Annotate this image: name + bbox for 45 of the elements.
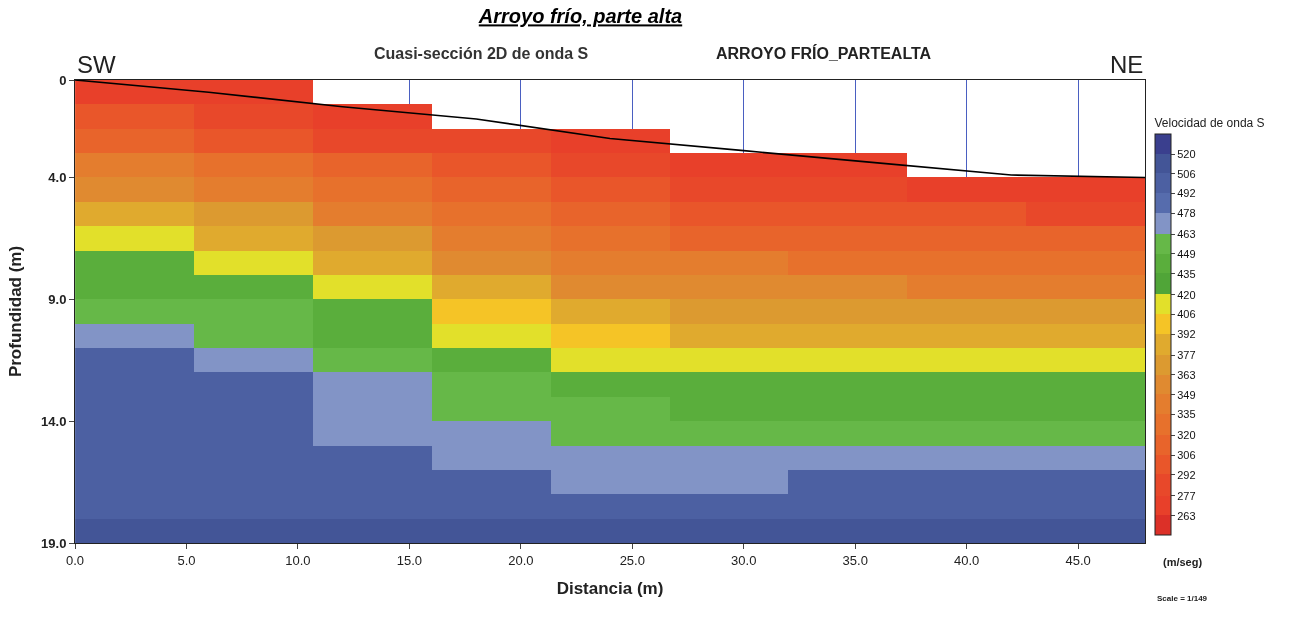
color-bar-label: 449 [1177, 247, 1196, 260]
x-tick-label: 10.0 [285, 552, 311, 568]
text: (m/seg) [1163, 556, 1203, 568]
color-bar-label: 406 [1177, 308, 1196, 321]
color-bar-label: 478 [1177, 207, 1196, 220]
color-bar-label: 277 [1177, 489, 1196, 502]
color-bar-title: Velocidad de onda S [1154, 115, 1265, 130]
color-bar-label: 349 [1177, 388, 1196, 401]
x-tick-label: 40.0 [954, 552, 980, 568]
color-bar-label: 306 [1177, 449, 1196, 462]
color-bar-label: 463 [1177, 228, 1196, 241]
color-bar-label: 520 [1177, 147, 1196, 160]
y-tick-label: 0 [59, 72, 67, 88]
text: NE [1110, 51, 1144, 78]
color-bar-label: 420 [1177, 288, 1196, 301]
x-tick-label: 25.0 [619, 552, 645, 568]
color-bar-label: 392 [1177, 328, 1196, 341]
x-tick-label: 45.0 [1065, 552, 1091, 568]
color-bar-label: 320 [1177, 429, 1196, 442]
chart-subtitle: Cuasi-sección 2D de onda S [374, 45, 589, 62]
x-axis-title: Distancia (m) [556, 579, 664, 598]
text: ARROYO FRÍO_PARTEALTA [716, 44, 932, 62]
line-series [75, 80, 1145, 179]
x-tick-label: 30.0 [731, 552, 757, 568]
y-tick-label: 4.0 [48, 170, 67, 186]
color-bar-label: 506 [1177, 167, 1196, 180]
color-bar-label: 292 [1177, 468, 1196, 481]
x-tick-label: 0.0 [65, 552, 85, 568]
text: SW [77, 51, 117, 78]
color-bar-label: 377 [1177, 349, 1196, 362]
color-bar-label: 263 [1177, 509, 1196, 522]
y-tick-label: 9.0 [48, 291, 67, 307]
text: Scale = 1/149 [1157, 594, 1208, 603]
color-bar-label: 335 [1177, 408, 1196, 421]
x-tick-label: 15.0 [396, 552, 423, 568]
color-bar-label: 363 [1177, 368, 1196, 381]
x-tick-label: 20.0 [508, 552, 534, 568]
y-tick-label: 14.0 [41, 413, 67, 429]
color-bar-label: 492 [1177, 187, 1196, 200]
y-tick-label: 19.0 [41, 535, 67, 551]
x-tick-label: 35.0 [842, 552, 868, 568]
chart-title: Arroyo frío, parte alta [477, 5, 683, 28]
color-bar-label: 435 [1177, 267, 1196, 280]
y-axis-title: Profundidad (m) [5, 245, 25, 378]
x-tick-label: 5.0 [177, 552, 196, 568]
